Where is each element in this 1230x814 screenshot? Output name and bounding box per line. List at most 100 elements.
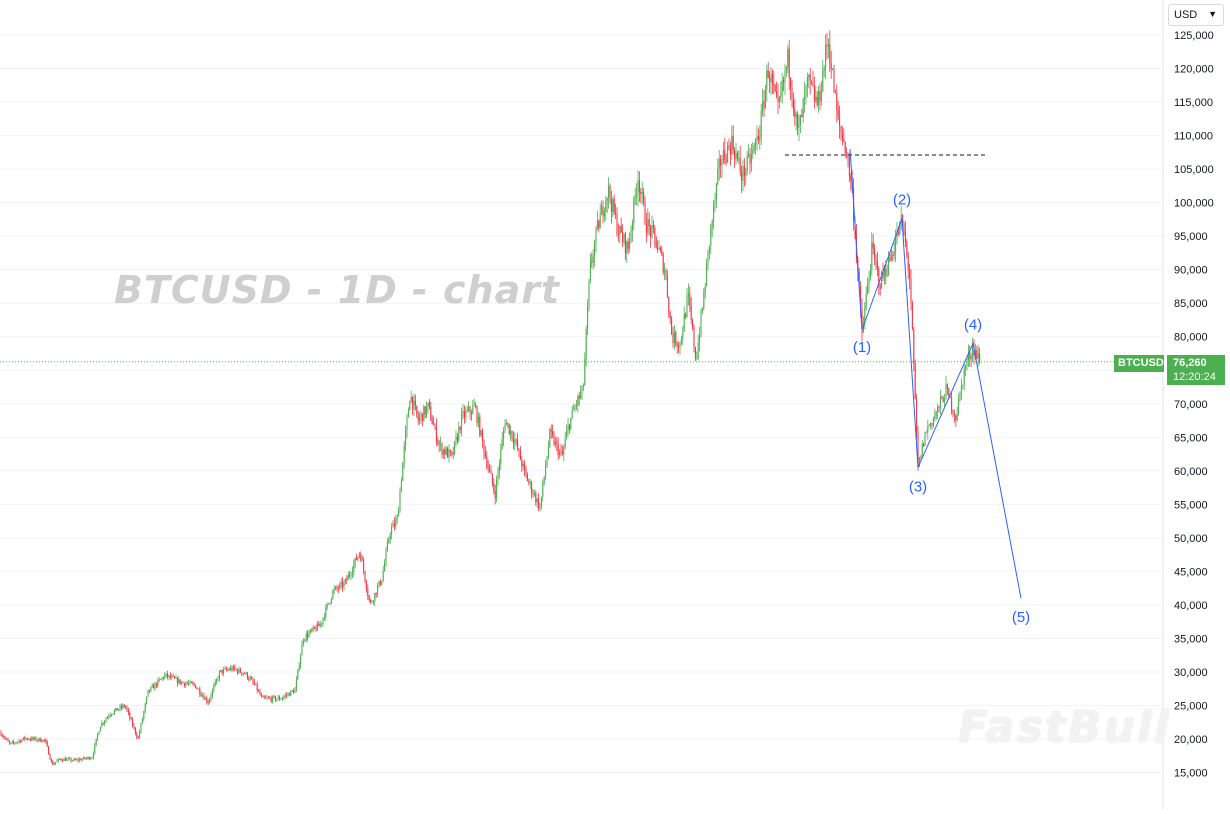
candle-body [806, 77, 808, 86]
candle-body [963, 368, 965, 386]
candle-body [224, 668, 226, 670]
candle-body [361, 560, 363, 561]
candle-body [578, 396, 580, 399]
candle-body [190, 681, 192, 683]
candle-body [277, 697, 279, 700]
candle-body [760, 110, 762, 137]
candle-body [904, 230, 906, 243]
candle-body [302, 640, 304, 644]
candle-body [567, 424, 569, 432]
candle-body [962, 385, 964, 386]
candle-body [155, 683, 157, 686]
candle-body [871, 242, 873, 271]
candle-body [937, 406, 939, 412]
candle-body [322, 617, 324, 623]
candle-body [955, 415, 957, 421]
candle-body [673, 332, 675, 343]
candle-body [525, 469, 527, 475]
candle-body [363, 560, 365, 572]
candle-body [174, 676, 176, 679]
candle-body [57, 758, 59, 761]
candle-body [218, 671, 220, 679]
candle-body [470, 412, 472, 414]
candle-body [269, 697, 271, 699]
candle-body [623, 234, 625, 242]
candle-body [715, 183, 717, 200]
candle-body [399, 490, 401, 511]
candle-body [643, 191, 645, 202]
candle-body [977, 353, 979, 359]
candle-body [417, 414, 419, 421]
candle-body [631, 222, 633, 231]
candle-body [452, 452, 454, 455]
candle-body [43, 739, 45, 741]
y-tick-label: 100,000 [1174, 198, 1214, 210]
candle-body [365, 581, 367, 590]
candle-body [378, 581, 380, 587]
candle-body [496, 479, 498, 499]
y-tick-label: 60,000 [1174, 466, 1208, 478]
candle-body [482, 430, 484, 442]
candle-body [132, 719, 134, 726]
candle-body [869, 270, 871, 279]
candle-body [801, 115, 803, 118]
candle-body [837, 109, 839, 118]
candle-body [721, 162, 723, 166]
candle-body [776, 91, 778, 96]
y-tick-label: 55,000 [1174, 499, 1208, 511]
candle-body [454, 441, 456, 455]
candle-body [662, 254, 664, 273]
candle-body [872, 242, 874, 249]
current-price: 76,260 [1173, 357, 1207, 369]
bar-countdown: 12:20:24 [1173, 371, 1216, 383]
candle-body [608, 185, 610, 198]
candle-body [127, 709, 129, 713]
candle-body [238, 668, 240, 673]
candle-body [865, 294, 867, 308]
candle-body [111, 714, 113, 716]
candle-body [318, 623, 320, 627]
candle-body [713, 203, 715, 221]
candle-body [522, 463, 524, 467]
candle-body [305, 634, 307, 640]
candle-body [507, 422, 509, 425]
candle-body [70, 758, 72, 761]
candle-body [441, 443, 443, 455]
candle-body [214, 681, 216, 686]
candle-body [94, 744, 96, 754]
candle-body [550, 429, 552, 432]
candle-body [974, 350, 976, 356]
candle-body [424, 406, 426, 415]
candle-body [182, 682, 184, 683]
candle-body [49, 754, 51, 760]
candle-body [21, 739, 23, 742]
brand-watermark: FastBull [958, 702, 1171, 753]
candle-body [874, 248, 876, 258]
candle-body [609, 185, 611, 200]
candle-body [812, 83, 814, 86]
candle-body [154, 683, 156, 689]
candle-body [20, 740, 22, 742]
candle-body [773, 83, 775, 86]
candle-body [764, 89, 766, 108]
candle-body [757, 135, 759, 141]
candle-body [146, 696, 148, 704]
candle-body [393, 523, 395, 527]
candle-body [566, 431, 568, 439]
candle-body [563, 447, 565, 455]
candle-body [540, 496, 542, 507]
currency-select[interactable]: USD ▼ [1168, 4, 1224, 26]
candle-body [501, 438, 503, 449]
candle-body [638, 180, 640, 192]
candle-body [778, 97, 780, 103]
price-axis-panel [1163, 0, 1230, 809]
candle-body [319, 624, 321, 627]
candle-body [99, 726, 101, 732]
candle-body [886, 274, 888, 276]
candle-body [972, 346, 974, 357]
candle-body [584, 358, 586, 386]
candle-body [543, 476, 545, 483]
candle-body [491, 473, 493, 484]
